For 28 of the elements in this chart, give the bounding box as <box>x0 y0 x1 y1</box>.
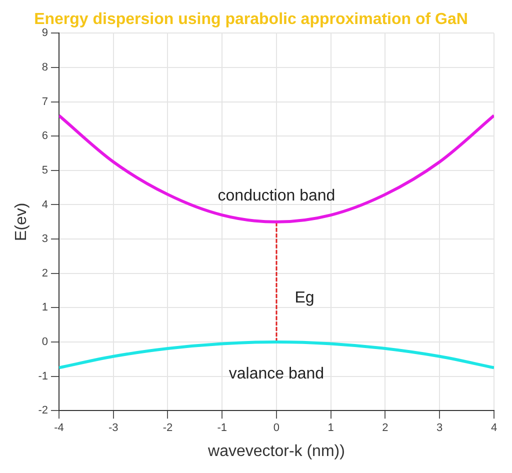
x-tick-label: 3 <box>436 422 443 434</box>
x-tick-label: -1 <box>217 422 228 434</box>
x-tick-label: 4 <box>490 422 498 434</box>
y-tick-label: 4 <box>42 198 48 211</box>
x-tick-label: -2 <box>162 422 173 434</box>
y-tick-label: -1 <box>38 370 48 382</box>
y-tick-label: 6 <box>42 130 48 142</box>
y-tick-label: 3 <box>42 233 48 246</box>
x-tick-label: 2 <box>382 422 388 434</box>
x-tick-label: -3 <box>108 422 118 434</box>
x-tick-label: 1 <box>328 422 334 434</box>
annotation: Eg <box>294 289 314 306</box>
x-tick-label: 0 <box>273 422 280 434</box>
y-tick-label: 8 <box>42 62 48 74</box>
x-tick-label: -4 <box>54 422 64 434</box>
y-tick-label: 7 <box>42 96 48 108</box>
annotation: valance band <box>228 365 324 382</box>
y-tick-label: 0 <box>42 336 48 348</box>
y-tick-label: -2 <box>38 404 48 417</box>
y-axis-title: E(ev) <box>13 202 30 242</box>
chart-title: Energy dispersion using parabolic approximation of GaN <box>34 11 468 28</box>
line-series <box>58 114 494 224</box>
y-tick-label: 9 <box>42 27 48 40</box>
y-tick-label: 1 <box>42 302 48 314</box>
annotation: conduction band <box>218 187 336 204</box>
y-tick-label: 5 <box>42 164 48 176</box>
x-axis-title: wavevector-k (nm)) <box>207 442 345 460</box>
y-tick-label: 2 <box>42 267 48 280</box>
